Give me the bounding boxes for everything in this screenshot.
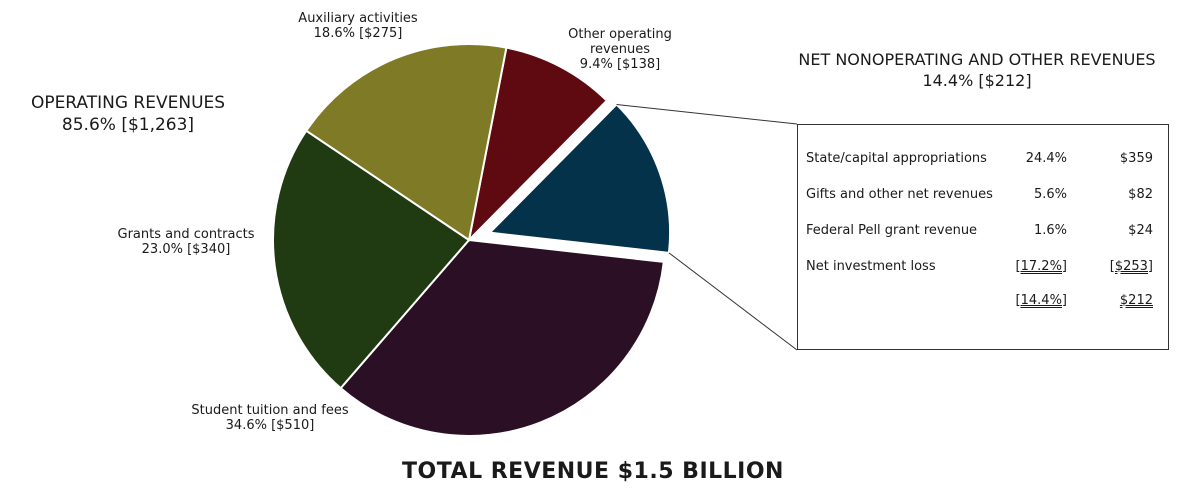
breakdown-row: State/capital appropriations 24.4% $359 — [798, 149, 1170, 171]
nonoperating-title: NET NONOPERATING AND OTHER REVENUES — [798, 50, 1156, 69]
breakdown-row-label: State/capital appropriations — [806, 151, 987, 166]
slice-label-auxiliary: Auxiliary activities 18.6% [$275] — [268, 11, 448, 42]
breakdown-row-percent: 1.6% — [1033, 223, 1067, 238]
breakdown-row-label: Federal Pell grant revenue — [806, 223, 978, 238]
breakdown-row-percent: 5.6% — [1033, 187, 1067, 202]
slice-label-other-operating-name1: Other operating — [568, 27, 672, 42]
breakdown-row: Gifts and other net revenues 5.6% $82 — [798, 185, 1170, 207]
operating-revenues-value: 85.6% [$1,263] — [61, 115, 195, 136]
breakdown-total-amount: $212 — [1119, 293, 1153, 308]
breakdown-row: Federal Pell grant revenue 1.6% $24 — [798, 221, 1170, 243]
pie-slice-auxiliary-activities — [304, 43, 508, 242]
connector-line-top — [616, 103, 798, 125]
breakdown-row-label: Net investment loss — [806, 259, 936, 274]
nonoperating-breakdown-box: State/capital appropriations 24.4% $359 … — [797, 124, 1169, 350]
slice-label-grants-value: 23.0% [$340] — [141, 241, 231, 257]
connector-line-bottom — [668, 252, 798, 351]
slice-label-tuition: Student tuition and fees 34.6% [$510] — [160, 403, 380, 434]
slice-label-grants: Grants and contracts 23.0% [$340] — [86, 227, 286, 258]
nonoperating-value: 14.4% [$212] — [922, 70, 1032, 90]
breakdown-row-label: Gifts and other net revenues — [806, 187, 993, 202]
slice-label-auxiliary-value: 18.6% [$275] — [313, 25, 403, 41]
slice-label-grants-name: Grants and contracts — [117, 227, 255, 242]
operating-revenues-title: OPERATING REVENUES — [30, 93, 226, 113]
breakdown-row-amount: $24 — [1128, 223, 1153, 238]
nonoperating-heading: NET NONOPERATING AND OTHER REVENUES 14.4… — [770, 50, 1184, 92]
slice-label-tuition-value: 34.6% [$510] — [225, 417, 315, 433]
operating-revenues-heading: OPERATING REVENUES 85.6% [$1,263] — [6, 92, 250, 136]
chart-title: TOTAL REVENUE $1.5 BILLION — [402, 459, 784, 484]
pie-slice-student-tuition-and-fees — [339, 238, 665, 437]
breakdown-row-amount: [$253] — [1109, 259, 1153, 274]
pie-slice-net-nonoperating-and-other-revenues — [487, 103, 672, 254]
pie-slice-grants-and-contracts — [272, 129, 471, 390]
pie-slice-other-operating-revenues — [467, 46, 609, 244]
breakdown-total-percent: [14.4%] — [1015, 293, 1067, 308]
slice-label-other-operating: Other operating revenues 9.4% [$138] — [540, 27, 700, 73]
breakdown-row-amount: $359 — [1119, 151, 1153, 166]
breakdown-row-percent: [17.2%] — [1015, 259, 1067, 274]
breakdown-total-row: [14.4%] $212 — [798, 291, 1170, 313]
slice-label-other-operating-value: 9.4% [$138] — [579, 56, 661, 72]
slice-label-tuition-name: Student tuition and fees — [191, 403, 349, 418]
slice-label-auxiliary-name: Auxiliary activities — [298, 11, 418, 26]
slice-label-other-operating-name2: revenues — [590, 41, 650, 57]
breakdown-row-amount: $82 — [1128, 187, 1153, 202]
breakdown-row: Net investment loss [17.2%] [$253] — [798, 257, 1170, 279]
breakdown-row-percent: 24.4% — [1025, 151, 1067, 166]
